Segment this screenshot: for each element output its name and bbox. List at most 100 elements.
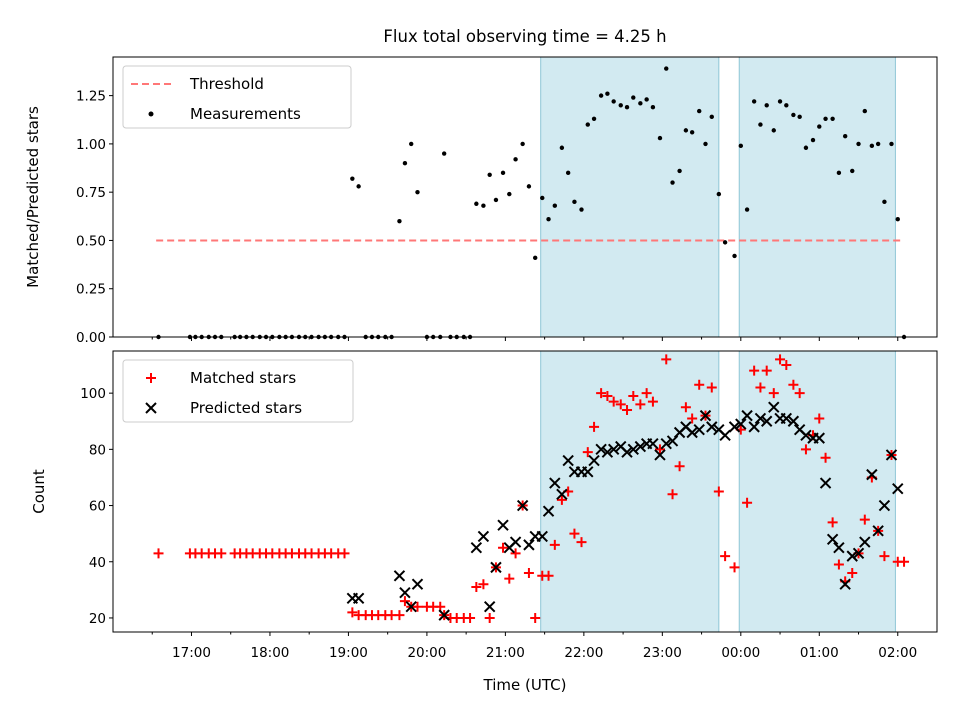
measurement-point [552, 203, 558, 208]
measurement-point [791, 112, 796, 118]
measurement-point [732, 253, 737, 259]
predicted-star-point [852, 547, 865, 560]
matched-star-point [761, 365, 772, 376]
measurement-point [697, 108, 702, 114]
measurement-point [559, 145, 565, 150]
matched-star-point [694, 379, 705, 390]
measurement-point [875, 141, 881, 147]
matched-star-point [478, 579, 489, 590]
predicted-star-point [748, 421, 760, 433]
measurement-point [579, 207, 584, 212]
measurement-point [585, 122, 590, 127]
measurement-point [709, 114, 714, 120]
measurement-point [797, 114, 802, 120]
matched-star-point [530, 612, 541, 623]
predicted-star-point [621, 446, 633, 458]
matched-star-point [833, 559, 844, 570]
legend-label: Predicted stars [190, 399, 302, 417]
predicted-star-point [405, 601, 417, 613]
predicted-star-point [588, 454, 600, 467]
predicted-star-point [393, 570, 406, 582]
predicted-star-point [872, 525, 884, 537]
y-tick-label: 0.75 [76, 185, 106, 201]
matched-star-point [647, 396, 658, 407]
matched-star-point [510, 548, 521, 559]
legend-measurement-swatch [148, 111, 154, 117]
predicted-star-point [787, 415, 800, 427]
measurement-point [474, 201, 479, 206]
predicted-star-point [497, 519, 509, 531]
legend: Matched stars Predicted stars [122, 359, 354, 423]
predicted-star-point [647, 438, 659, 450]
matched-star-point [641, 388, 652, 399]
measurement-point [624, 105, 630, 110]
measurement-point [751, 99, 757, 104]
x-tick-label: 21:00 [486, 645, 525, 661]
measurement-point [664, 66, 669, 71]
measurement-point [631, 95, 636, 100]
measurement-point [526, 184, 532, 189]
predicted-star-point [866, 468, 878, 481]
observing-window-1 [540, 56, 720, 338]
matched-star-point [622, 405, 633, 416]
y-tick-label: 60 [89, 499, 106, 515]
matched-star-point [899, 556, 910, 567]
measurement-point [513, 157, 518, 162]
predicted-star-point [892, 482, 904, 495]
y-tick-label: 0.50 [76, 233, 106, 249]
x-tick-label: 02:00 [878, 645, 917, 661]
y-axis-label: Matched/Predicted stars [24, 106, 42, 288]
predicted-star-point [470, 541, 483, 554]
measurement-point [402, 161, 408, 166]
matched-star-point [339, 548, 350, 559]
predicted-star-point [706, 421, 718, 433]
x-tick-label: 23:00 [643, 645, 682, 661]
matched-star-point [827, 517, 838, 528]
measurement-point [481, 203, 486, 208]
series-predicted-stars [346, 401, 904, 621]
measurement-point [533, 255, 538, 261]
measurement-point [493, 197, 499, 203]
predicted-star-point [719, 429, 731, 442]
y-tick-label: 0.25 [76, 282, 106, 298]
ratio-panel: 0.00 0.25 0.50 0.75 1.00 1.25 Matched/Predicte… [24, 56, 938, 346]
predicted-star-point [536, 530, 548, 543]
measurement-point [882, 199, 887, 205]
predicted-star-point [768, 401, 780, 413]
matched-star-point [879, 551, 890, 562]
series-matched-stars [153, 354, 910, 623]
matched-star-point [523, 567, 534, 578]
matched-star-point [504, 573, 515, 584]
x-tick-label: 20:00 [407, 645, 446, 661]
measurement-point [777, 99, 783, 104]
matched-star-point [674, 461, 685, 472]
measurement-point [565, 170, 571, 176]
predicted-star-point [686, 426, 698, 439]
matched-star-point [713, 486, 724, 497]
measurement-point [356, 184, 361, 189]
predicted-star-point [582, 466, 594, 478]
predicted-star-point [728, 421, 741, 433]
measurement-point [758, 122, 763, 127]
matched-star-point [729, 562, 740, 573]
matched-star-point [216, 548, 227, 559]
matched-star-point [706, 382, 717, 393]
y-tick-label: 40 [89, 555, 106, 571]
predicted-star-point [595, 443, 607, 456]
measurement-point [738, 143, 744, 149]
measurement-point [764, 103, 769, 108]
measurement-point [572, 199, 577, 205]
measurement-point [500, 170, 506, 176]
measurement-point [611, 99, 616, 104]
measurement-point [744, 207, 750, 212]
measurement-point [520, 141, 525, 147]
predicted-star-point [813, 432, 825, 444]
measurement-point [703, 141, 708, 147]
matched-star-point [794, 388, 805, 399]
measurement-point [670, 180, 675, 185]
measurement-point [618, 103, 623, 108]
legend-box [122, 359, 354, 423]
measurement-point [862, 108, 868, 114]
matched-star-point [628, 390, 639, 401]
